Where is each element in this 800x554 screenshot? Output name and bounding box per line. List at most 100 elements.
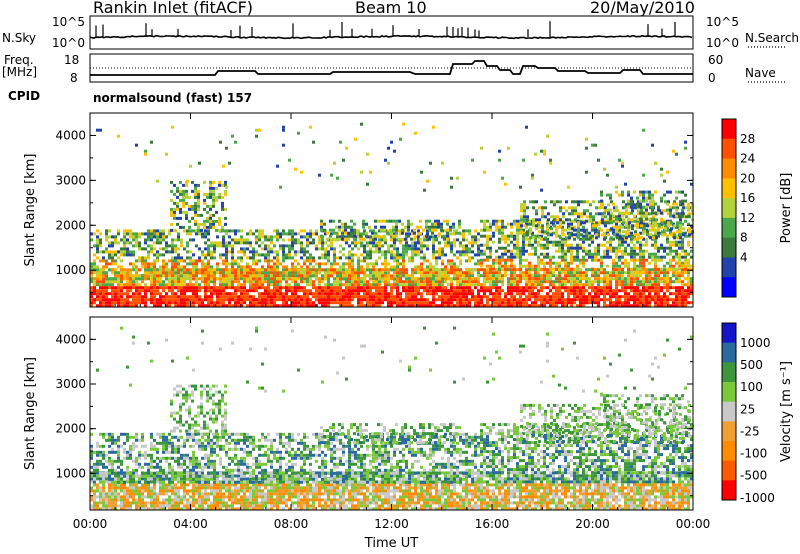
power-cell [480, 249, 483, 253]
power-cell [498, 277, 501, 281]
power-cell [216, 277, 219, 281]
power-cell [194, 195, 197, 199]
power-cell [303, 247, 306, 251]
power-cell [117, 298, 120, 302]
power-cell [558, 301, 561, 305]
power-cell [240, 304, 243, 308]
power-cell [402, 283, 405, 287]
power-cell [237, 295, 240, 299]
power-cell [338, 225, 341, 229]
power-cell [516, 237, 519, 241]
power-cell [366, 253, 369, 257]
power-cell [267, 304, 270, 308]
power-cell [138, 286, 141, 290]
power-cell [204, 241, 207, 245]
power-cell [583, 212, 586, 216]
power-cell [228, 292, 231, 296]
power-cell [661, 230, 664, 234]
power-cell [174, 271, 177, 275]
power-cell [537, 271, 540, 275]
power-cell [504, 292, 507, 296]
power-cell [529, 230, 532, 234]
power-cell [366, 265, 369, 269]
power-cell [687, 301, 690, 305]
power-cell [597, 292, 600, 296]
power-cell [465, 244, 468, 248]
power-cell [543, 274, 546, 278]
power-cell [672, 202, 675, 206]
power-cell [624, 301, 627, 305]
power-cell [594, 274, 597, 278]
power-cell [447, 289, 450, 293]
power-cell [309, 253, 312, 257]
power-cell [627, 295, 630, 299]
power-cell [666, 280, 669, 284]
power-cell [291, 247, 294, 251]
power-cell [498, 225, 501, 229]
power-cell [621, 286, 624, 290]
power-cell [93, 232, 96, 236]
power-cell [264, 295, 267, 299]
power-cell [501, 258, 504, 262]
power-cell [246, 280, 249, 284]
power-cell [432, 256, 435, 260]
power-cell [633, 264, 636, 268]
power-cell [267, 280, 270, 284]
power-cell [363, 295, 366, 299]
power-cell [381, 277, 384, 281]
power-cell [354, 268, 357, 272]
power-cell [267, 271, 270, 275]
power-cell [243, 265, 246, 269]
power-cell [532, 221, 535, 225]
power-cell [306, 250, 309, 254]
power-cell [547, 212, 550, 216]
power-cell [129, 253, 132, 257]
power-cell [441, 250, 444, 254]
power-cell [465, 292, 468, 296]
power-cell [177, 259, 180, 263]
power-cell [237, 229, 240, 233]
power-cell [105, 235, 108, 239]
power-cell [276, 295, 279, 299]
power-cell [267, 259, 270, 263]
power-cell [681, 298, 684, 302]
power-cell [390, 298, 393, 302]
power-cell [642, 243, 645, 247]
power-cell [327, 283, 330, 287]
power-cell [657, 280, 660, 284]
power-cell [573, 295, 576, 299]
power-cell [630, 267, 633, 271]
power-cell [690, 264, 693, 268]
power-cell [576, 246, 579, 250]
power-cell [663, 219, 666, 223]
power-cell [669, 304, 672, 308]
power-cell [582, 295, 585, 299]
power-cell [303, 280, 306, 284]
power-cell [347, 225, 350, 229]
power-cell [204, 265, 207, 269]
power-cell [516, 289, 519, 293]
power-cell [344, 225, 347, 229]
power-cell [135, 244, 138, 248]
power-cell [270, 289, 273, 293]
power-cell [543, 252, 546, 256]
power-cell [642, 264, 645, 268]
power-cell [573, 267, 576, 271]
power-cell [612, 289, 615, 293]
power-cell [258, 259, 261, 263]
power-cell [636, 280, 639, 284]
power-cell [534, 240, 537, 244]
power-cell [687, 240, 690, 244]
power-cell [555, 267, 558, 271]
power-cell [228, 271, 231, 275]
power-cell [117, 295, 120, 299]
power-cell [126, 286, 129, 290]
power-cell [303, 289, 306, 293]
power-cell [318, 301, 321, 305]
power-cell [642, 283, 645, 287]
power-cell [234, 271, 237, 275]
power-cell [219, 274, 222, 278]
power-cell [489, 249, 492, 253]
power-cell [440, 222, 443, 226]
power-cell [552, 240, 555, 244]
